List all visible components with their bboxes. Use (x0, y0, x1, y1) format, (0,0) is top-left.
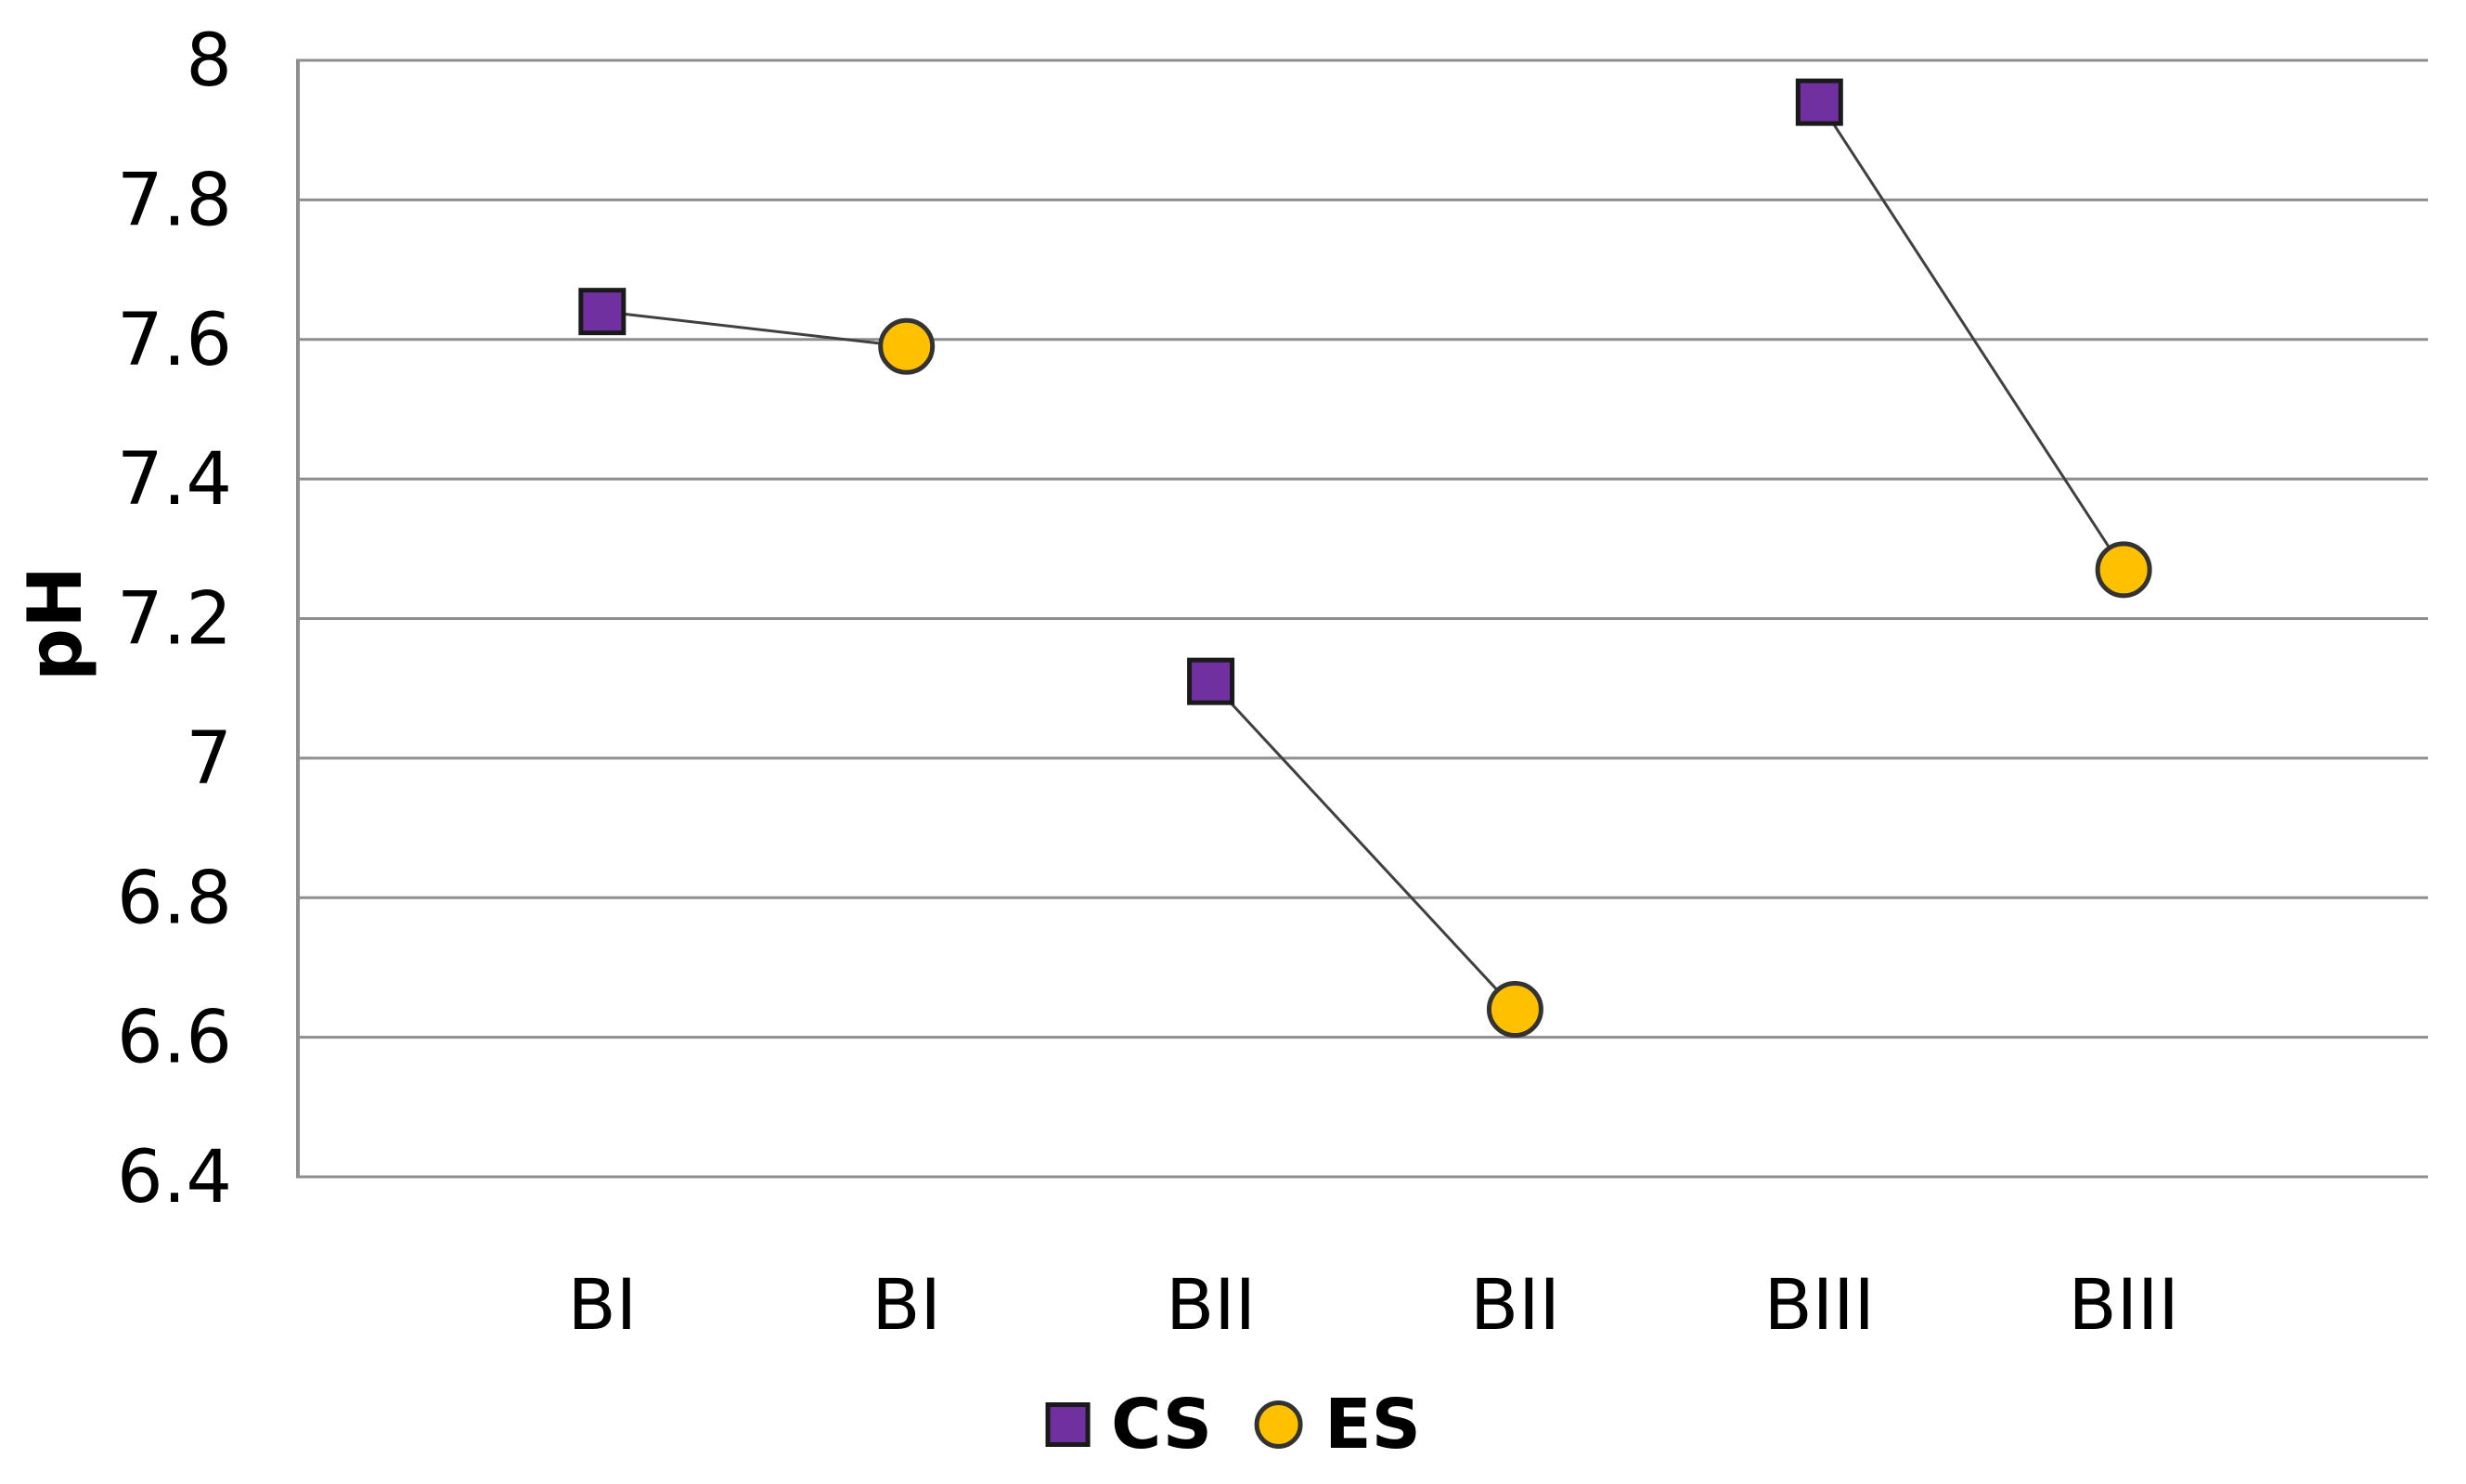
y-tick-label: 8 (186, 19, 232, 103)
x-category-label: BII (1470, 1263, 1560, 1346)
y-tick-label: 6.6 (117, 997, 232, 1080)
cs-square-swatch-icon (1045, 1402, 1091, 1447)
y-axis-title: pH (12, 565, 98, 682)
legend-label-es: ES (1324, 1385, 1421, 1465)
data-point-cs-bi (578, 288, 626, 336)
y-tick-label: 7.4 (117, 438, 232, 522)
x-category-label: BI (568, 1263, 638, 1346)
data-point-es-bi (878, 317, 936, 375)
es-circle-swatch-icon (1255, 1400, 1304, 1449)
x-category-label: BIII (1764, 1263, 1875, 1346)
x-category-label: BI (871, 1263, 941, 1346)
data-point-cs-bii (1187, 657, 1235, 705)
y-tick-label: 7 (186, 717, 232, 801)
legend-label-cs: CS (1111, 1385, 1213, 1465)
y-tick-label: 7.8 (117, 159, 232, 242)
y-tick-label: 7.2 (117, 578, 232, 662)
data-point-es-bii (1486, 981, 1543, 1039)
x-category-label: BIII (2068, 1263, 2178, 1346)
connector-line (1209, 680, 1517, 1011)
data-point-es-biii (2095, 541, 2152, 599)
data-point-cs-biii (1795, 78, 1843, 126)
legend: CS ES (1045, 1390, 1421, 1459)
connector-line (601, 310, 907, 348)
legend-item-es: ES (1255, 1390, 1421, 1459)
connector-line (1818, 101, 2125, 571)
legend-item-cs: CS (1045, 1390, 1212, 1459)
y-tick-label: 6.4 (117, 1136, 232, 1219)
y-tick-label: 6.8 (117, 857, 232, 940)
x-category-label: BII (1166, 1263, 1256, 1346)
y-tick-label: 7.6 (117, 299, 232, 382)
